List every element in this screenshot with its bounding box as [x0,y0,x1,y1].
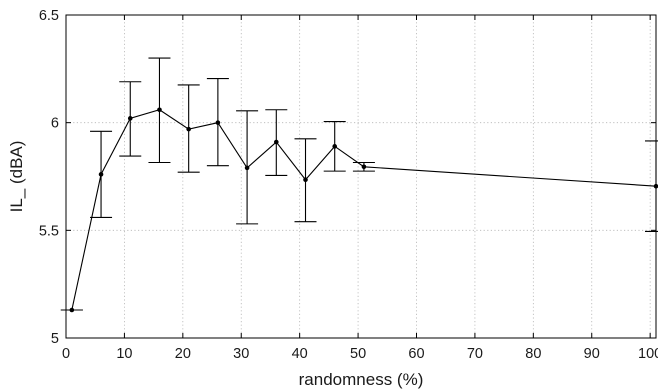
y-axis-title: IL_ (dBA) [7,141,26,213]
data-point [98,172,104,177]
data-point [361,164,367,170]
data-point [127,116,133,121]
data-point [69,307,75,313]
series-line [71,109,657,311]
y-tick-label: 5 [51,331,59,347]
x-tick-label: 0 [62,346,70,362]
x-tick-label: 60 [408,346,424,362]
x-tick-label: 70 [467,346,483,362]
y-tick-label: 6.5 [39,8,59,24]
x-tick-label: 40 [292,346,308,362]
x-tick-label: 50 [350,346,366,362]
data-point [157,107,162,113]
axis-ticks [65,14,656,339]
series [60,57,658,313]
data-point [186,126,191,132]
x-tick-label: 80 [525,346,541,362]
x-tick-label: 30 [233,346,249,362]
data-point [244,165,250,171]
grid [66,15,656,338]
x-tick-label: 10 [116,346,132,362]
y-tick-label: 5.5 [39,223,59,239]
data-point [653,183,658,189]
plot-frame [65,14,657,339]
data-point [215,120,221,125]
x-axis-title: randomness (%) [299,370,424,389]
data-point [332,144,338,149]
data-point [273,139,279,145]
y-tick-label: 6 [51,116,59,132]
x-tick-label: 100 [638,346,658,362]
tick-labels: 0 10 20 30 40 50 60 70 80 90 100 5 5.5 6 6.5 [39,8,658,362]
data-point [303,177,308,183]
x-tick-label: 90 [584,346,600,362]
x-tick-label: 20 [175,346,191,362]
